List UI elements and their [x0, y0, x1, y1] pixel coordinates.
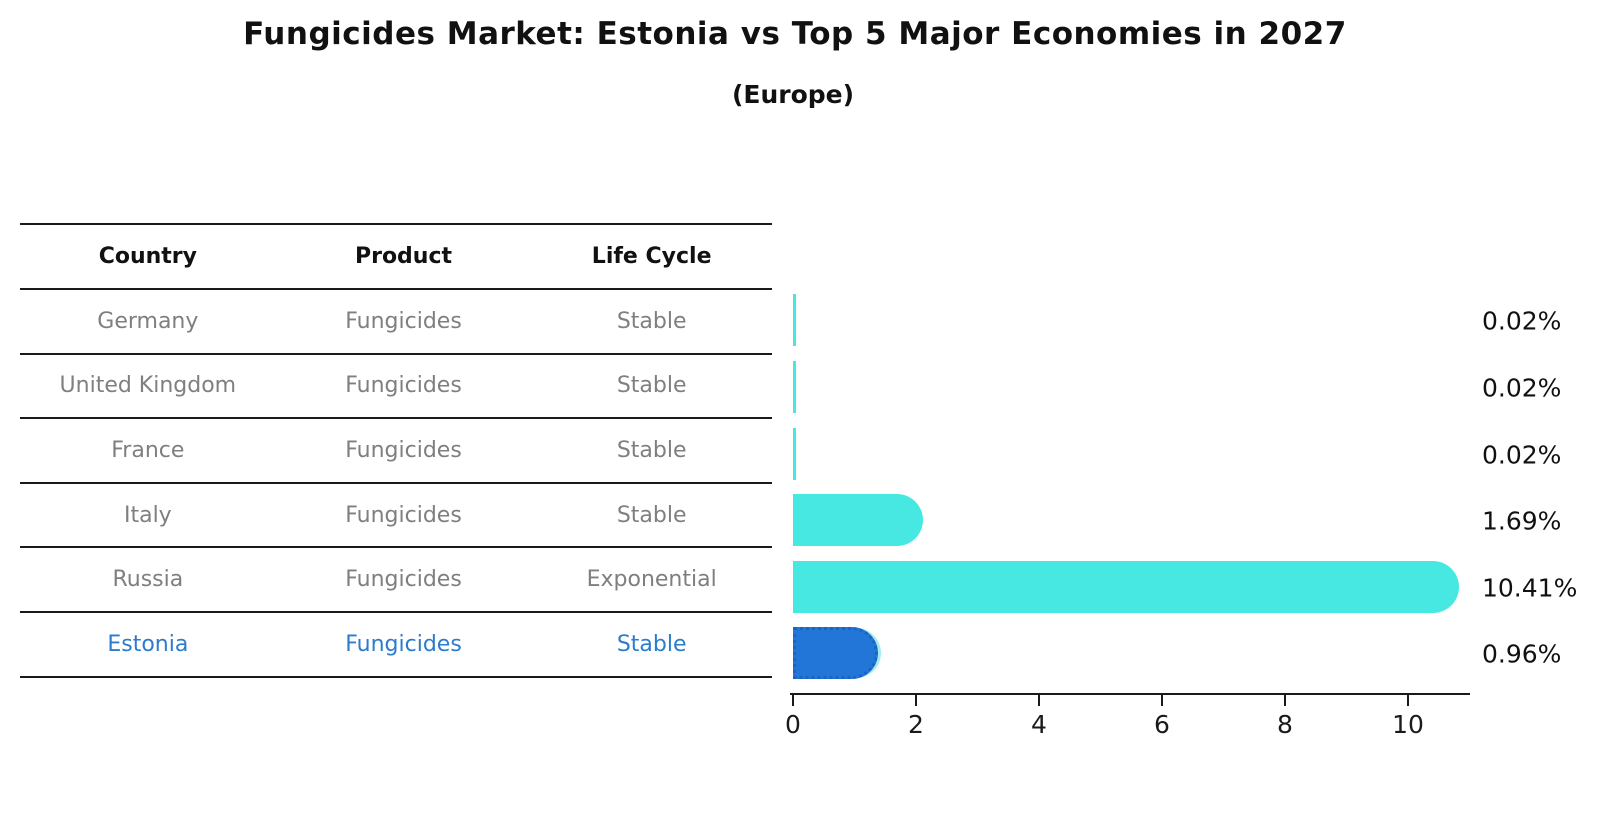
bar	[793, 427, 796, 480]
table-header-cell: Product	[354, 244, 453, 269]
chart-subtitle: (Europe)	[731, 80, 855, 109]
table-cell: Stable	[616, 631, 687, 657]
table-cell: France	[111, 437, 185, 463]
table-cell: Stable	[616, 308, 687, 334]
table-cell: Fungicides	[345, 437, 462, 463]
value-label: 0.96%	[1482, 639, 1562, 669]
bar	[793, 360, 796, 413]
chart-title: Fungicides Market: Estonia vs Top 5 Majo…	[243, 16, 1347, 52]
value-label: 10.41%	[1482, 573, 1578, 603]
x-axis-tick	[915, 693, 917, 706]
table-row: Russia Fungicides Exponential	[20, 548, 772, 613]
x-axis-tick-label: 4	[1031, 710, 1047, 739]
x-axis-tick-label: 6	[1154, 710, 1170, 739]
data-table: Country Product Life Cycle Germany Fungicid…	[20, 223, 772, 678]
x-axis-tick	[792, 693, 794, 706]
table-cell: Stable	[616, 502, 687, 528]
value-label: 0.02%	[1482, 306, 1562, 336]
table-row: France Fungicides Stable	[20, 419, 772, 484]
table-cell: Fungicides	[345, 308, 462, 334]
bar-highlighted	[793, 627, 879, 680]
table-row: United Kingdom Fungicides Stable	[20, 355, 772, 420]
table-cell: Fungicides	[345, 373, 462, 399]
x-axis-tick	[1407, 693, 1409, 706]
x-axis-tick	[1038, 693, 1040, 706]
bar	[793, 294, 796, 347]
table-cell: Stable	[616, 437, 687, 463]
bar	[793, 560, 1460, 613]
x-axis-tick-label: 0	[785, 710, 801, 739]
table-header-row: Country Product Life Cycle	[20, 225, 772, 290]
x-axis	[790, 693, 1470, 695]
table-cell: Exponential	[586, 567, 717, 593]
bar	[793, 494, 923, 547]
table-cell: Fungicides	[345, 631, 462, 657]
x-axis-tick-label: 2	[908, 710, 924, 739]
value-label: 1.69%	[1482, 506, 1562, 536]
table-cell: Estonia	[107, 631, 189, 657]
table-row: Italy Fungicides Stable	[20, 484, 772, 549]
table-row: Germany Fungicides Stable	[20, 290, 772, 355]
value-label: 0.02%	[1482, 373, 1562, 403]
table-cell: Fungicides	[345, 502, 462, 528]
x-axis-tick-label: 8	[1277, 710, 1293, 739]
table-row: Estonia Fungicides Stable	[20, 613, 772, 678]
table-cell: Stable	[616, 373, 687, 399]
value-label: 0.02%	[1482, 440, 1562, 469]
table-header-cell: Country	[98, 244, 197, 269]
x-axis-tick-label: 10	[1392, 710, 1424, 739]
x-axis-tick	[1161, 693, 1163, 706]
table-header-cell: Life Cycle	[591, 244, 712, 269]
table-cell: United Kingdom	[59, 373, 237, 399]
x-axis-tick	[1284, 693, 1286, 706]
table-cell: Fungicides	[345, 567, 462, 593]
table-cell: Italy	[123, 502, 172, 528]
table-cell: Russia	[112, 567, 184, 593]
table-cell: Germany	[97, 308, 199, 334]
